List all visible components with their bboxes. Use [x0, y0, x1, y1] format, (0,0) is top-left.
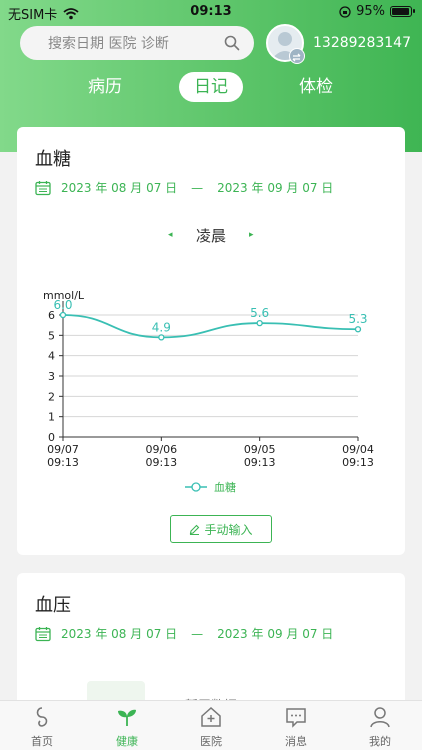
status-bar: 无SIM卡 09:13 95%: [0, 0, 422, 24]
date-separator: —: [191, 180, 204, 195]
data-label: 5.6: [250, 306, 269, 320]
data-label: 5.3: [348, 312, 367, 326]
prev-period-icon[interactable]: ◂: [168, 230, 173, 240]
calendar-icon: [35, 626, 51, 641]
orientation-lock-icon: [339, 5, 351, 18]
user-icon: [370, 707, 390, 728]
message-icon: [286, 708, 306, 728]
status-left: 无SIM卡: [8, 4, 79, 23]
user-phone[interactable]: 13289283147: [313, 35, 411, 51]
x-tick-label: 09/06: [145, 443, 177, 456]
series-line: [62, 314, 359, 339]
nav-label: 首页: [31, 735, 53, 748]
search-icon[interactable]: [224, 35, 240, 51]
tab-physical-exam[interactable]: 体检: [299, 77, 333, 97]
home-icon: [36, 707, 48, 727]
next-period-icon[interactable]: ▸: [249, 230, 254, 240]
search-input[interactable]: 搜索日期 医院 诊断: [20, 26, 254, 60]
y-tick-label: 5: [48, 329, 55, 342]
date-end[interactable]: 2023 年 09 月 07 日: [217, 627, 334, 641]
data-point: [158, 334, 165, 341]
nav-label: 消息: [285, 735, 307, 748]
tab-diary[interactable]: 日记: [179, 72, 243, 102]
nav-hospital[interactable]: 医院: [181, 705, 241, 749]
x-tick-label: 09:13: [244, 456, 276, 469]
nav-profile[interactable]: 我的: [350, 705, 410, 749]
card-title: 血糖: [35, 149, 71, 170]
status-right: 95%: [339, 4, 415, 19]
data-point: [256, 319, 263, 327]
period-label: 凌晨: [195, 227, 226, 245]
manual-input-label: 手动输入: [204, 522, 253, 537]
data-point: [354, 326, 362, 333]
x-tick-label: 09/07: [47, 443, 79, 456]
battery-icon: [390, 6, 415, 17]
y-tick-label: 4: [48, 350, 55, 363]
data-point: [59, 311, 67, 319]
y-axis-unit: mmol/L: [43, 289, 85, 302]
sprout-icon: [118, 709, 136, 726]
y-tick-label: 2: [48, 390, 55, 403]
y-tick-label: 0: [48, 431, 55, 444]
date-end[interactable]: 2023 年 09 月 07 日: [217, 181, 334, 195]
nav-home[interactable]: 首页: [12, 705, 72, 749]
x-tick-label: 09:13: [145, 456, 177, 469]
nav-label: 健康: [116, 735, 138, 748]
x-tick-label: 09/04: [342, 443, 374, 456]
x-tick-label: 09:13: [342, 456, 374, 469]
blood-sugar-chart: mmol/L012345609/0709:1309/0609:1309/0509…: [43, 289, 374, 494]
status-time: 09:13: [190, 4, 232, 19]
card-title: 血压: [35, 595, 71, 616]
y-tick-label: 3: [48, 370, 55, 383]
date-range[interactable]: 2023 年 08 月 07 日 — 2023 年 09 月 07 日: [35, 625, 333, 642]
pencil-icon: [190, 524, 200, 535]
carrier-label: 无SIM卡: [8, 8, 58, 23]
tab-medical-record[interactable]: 病历: [88, 77, 122, 97]
nav-messages[interactable]: 消息: [266, 705, 326, 749]
date-start[interactable]: 2023 年 08 月 07 日: [61, 627, 178, 641]
x-tick-label: 09/05: [244, 443, 276, 456]
calendar-icon: [35, 180, 51, 195]
data-label: 4.9: [152, 320, 171, 334]
x-tick-label: 09:13: [47, 456, 79, 469]
blood-pressure-card: 血压 2023 年 08 月 07 日 — 2023 年 09 月 07 日 暂…: [17, 573, 405, 714]
nav-health[interactable]: 健康: [97, 705, 157, 749]
bottom-nav: 首页 健康 医院 消息 我的: [0, 700, 422, 750]
date-range[interactable]: 2023 年 08 月 07 日 — 2023 年 09 月 07 日: [35, 179, 333, 196]
date-start[interactable]: 2023 年 08 月 07 日: [61, 181, 178, 195]
hospital-icon: [201, 706, 221, 727]
nav-label: 我的: [369, 735, 391, 748]
legend-marker: [191, 482, 201, 492]
date-separator: —: [191, 626, 204, 641]
nav-label: 医院: [200, 735, 222, 748]
y-tick-label: 1: [48, 411, 55, 424]
wifi-icon: [63, 7, 79, 19]
manual-input-button[interactable]: 手动输入: [170, 515, 272, 543]
search-placeholder: 搜索日期 医院 诊断: [48, 36, 169, 52]
switch-user-icon[interactable]: [289, 48, 305, 64]
record-tabs: 病历 日记 体检: [0, 72, 422, 104]
battery-percent: 95%: [356, 4, 385, 19]
legend-label: 血糖: [214, 480, 236, 494]
data-label: 6.0: [53, 298, 72, 312]
blood-sugar-card: 血糖 2023 年 08 月 07 日 — 2023 年 09 月 07 日 ◂…: [17, 127, 405, 555]
y-tick-label: 6: [48, 309, 55, 322]
